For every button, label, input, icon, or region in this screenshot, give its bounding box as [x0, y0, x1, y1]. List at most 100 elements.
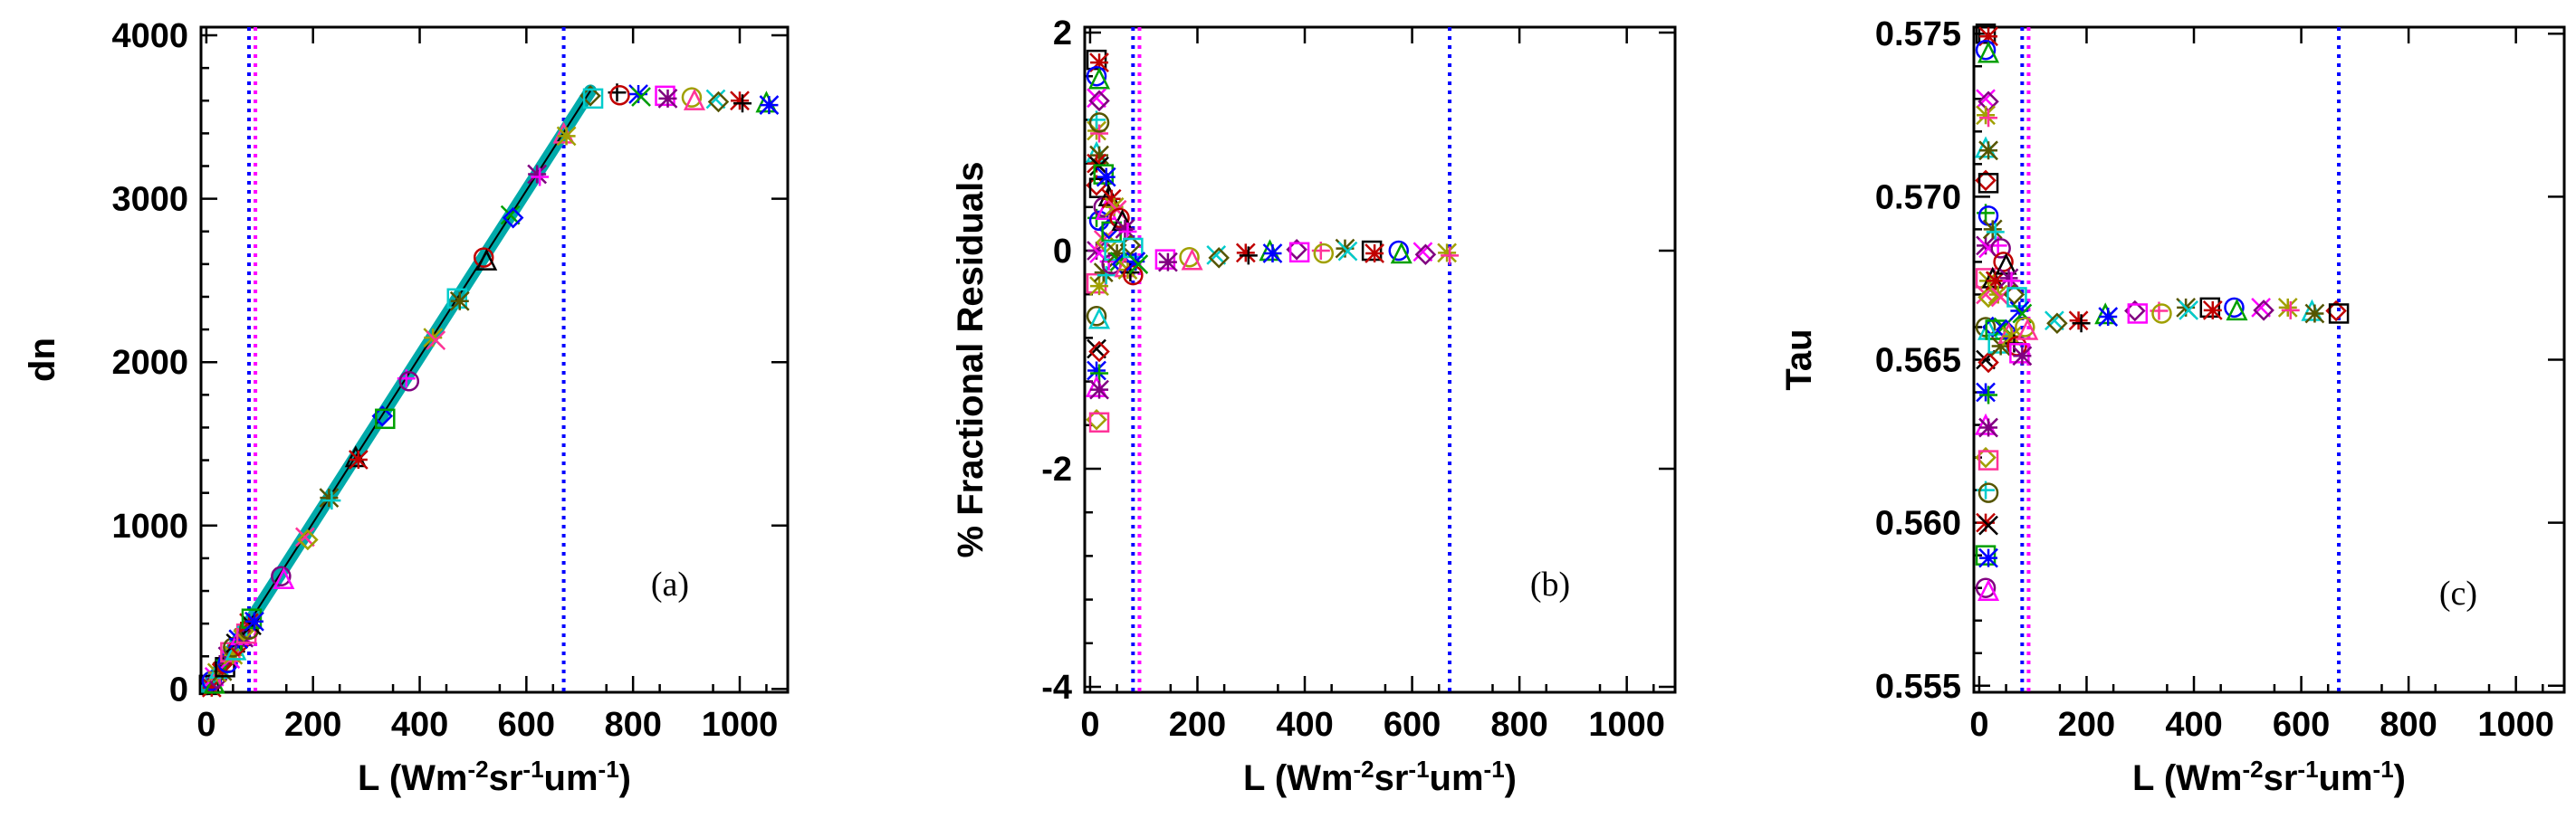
data-point-0-24-b [449, 290, 470, 311]
panel-label: (b) [1530, 566, 1570, 604]
data-point-2-1 [1975, 39, 1997, 61]
data-point-0-18 [294, 527, 315, 547]
data-point-2-3-b [1979, 109, 1998, 128]
data-point-2-17-b [1977, 578, 2000, 601]
data-point-0-16 [241, 608, 263, 629]
data-point-1-9 [1086, 306, 1107, 327]
x-tick-label: 200 [284, 706, 341, 744]
data-point-2-38-b [2151, 303, 2172, 324]
data-point-2-41-b [2226, 299, 2248, 321]
data-point-0-30-b [609, 84, 630, 106]
data-point-2-17 [1975, 577, 1997, 598]
data-point-1-43-b [1441, 246, 1460, 265]
plot-area-frame [1083, 25, 1677, 694]
data-point-0-34-b [707, 90, 730, 113]
data-point-0-0 [198, 674, 220, 696]
x-tick-label: 1000 [702, 706, 779, 744]
data-point-2-29-b [2006, 287, 2027, 308]
data-point-0-19 [319, 488, 340, 508]
data-point-1-19 [1093, 262, 1114, 282]
x-tick-label: 200 [1169, 706, 1226, 744]
data-point-2-19-b [1986, 223, 2005, 242]
x-axis-title: L (Wm-2sr-1um-1) [2132, 756, 2406, 798]
data-point-0-32-b [657, 88, 678, 109]
plot-area-frame [199, 25, 790, 694]
data-point-0-25-b [475, 248, 498, 271]
data-point-2-33 [2015, 317, 2035, 338]
x-tick-label: 800 [604, 706, 661, 744]
data-point-2-33-b [2016, 318, 2039, 340]
data-point-1-11-b [1090, 364, 1109, 383]
data-point-1-19-b [1096, 266, 1116, 285]
y-tick-label: 1000 [111, 508, 188, 546]
data-point-0-24 [446, 288, 468, 309]
data-point-2-13-b [1977, 450, 1999, 471]
y-tick-label: 0 [169, 671, 188, 709]
data-point-1-42-b [1414, 243, 1437, 265]
data-point-2-2 [1976, 89, 1996, 109]
y-tick-label: 0 [1053, 233, 1072, 271]
data-point-0-0-b [201, 677, 222, 698]
data-point-1-32-b [1158, 252, 1178, 272]
data-point-2-24-b [1990, 336, 2011, 357]
data-point-2-43-b [2281, 300, 2300, 319]
data-point-0-18-b [297, 528, 319, 551]
data-point-2-22-b [1990, 238, 2011, 259]
data-point-1-1 [1086, 65, 1107, 87]
data-point-0-34 [705, 89, 726, 109]
data-point-1-24-b [1106, 243, 1127, 263]
data-point-2-36-b [2098, 307, 2119, 327]
data-point-0-36-b [759, 95, 780, 115]
data-point-2-11 [1976, 382, 1996, 403]
data-point-1-16 [1093, 164, 1114, 185]
data-point-2-35 [2068, 310, 2089, 331]
y-tick-label: 0.565 [1875, 342, 1961, 380]
data-point-2-25-b [1995, 252, 2017, 275]
data-point-2-35-b [2072, 314, 2091, 333]
data-point-0-33-b [683, 88, 705, 110]
data-point-0-35-b [733, 94, 752, 113]
data-point-0-27 [527, 164, 548, 185]
x-tick-label: 0 [1080, 706, 1099, 744]
data-point-1-9-b [1088, 307, 1111, 329]
data-point-2-25 [1993, 252, 2014, 272]
data-point-1-30-b [1123, 264, 1144, 286]
x-tick-label: 600 [1384, 706, 1441, 744]
data-point-2-42-b [2253, 300, 2274, 321]
data-point-1-33-b [1181, 248, 1203, 271]
panel-c: 0 200 400 600 800 1000 0.555 0.560 0.565 0.570 0.5… [1779, 15, 2566, 798]
x-tick-label: 800 [1490, 706, 1547, 744]
x-tick-label: 0 [196, 706, 215, 744]
data-point-2-40-b [2202, 300, 2223, 320]
data-point-1-41-b [1390, 242, 1412, 264]
data-point-0-35 [730, 90, 750, 111]
y-tick-label: 0.575 [1875, 15, 1961, 53]
data-point-0-26 [500, 205, 521, 225]
data-point-0-17-b [273, 566, 295, 590]
y-tick-label: 3000 [111, 181, 188, 219]
data-point-1-36-b [1262, 243, 1283, 263]
x-tick-label: 400 [2165, 706, 2222, 744]
data-point-1-40-b [1365, 243, 1384, 263]
y-tick-label: 4000 [111, 17, 188, 55]
data-point-1-14-b [1088, 112, 1110, 133]
data-point-1-16-b [1096, 167, 1116, 187]
data-point-2-6-b [1977, 205, 1999, 226]
y-tick-label: 2000 [111, 344, 188, 382]
data-point-0-19-b [322, 491, 341, 510]
data-point-0-26-b [502, 206, 524, 229]
data-point-0-8-b [223, 644, 244, 665]
data-point-0-17 [271, 566, 292, 587]
data-point-1-0-b [1089, 52, 1109, 73]
data-point-0-32 [655, 85, 675, 107]
data-point-2-19 [1982, 219, 2003, 240]
data-point-2-0 [1975, 23, 1997, 44]
data-point-2-16 [1975, 545, 1997, 566]
data-point-0-23-b [426, 330, 446, 351]
x-tick-label: 400 [1276, 706, 1333, 744]
data-point-0-29-b [582, 88, 604, 109]
data-point-2-4-b [1978, 140, 1998, 161]
y-tick-label: -2 [1041, 451, 1072, 489]
x-tick-label: 800 [2380, 706, 2437, 744]
